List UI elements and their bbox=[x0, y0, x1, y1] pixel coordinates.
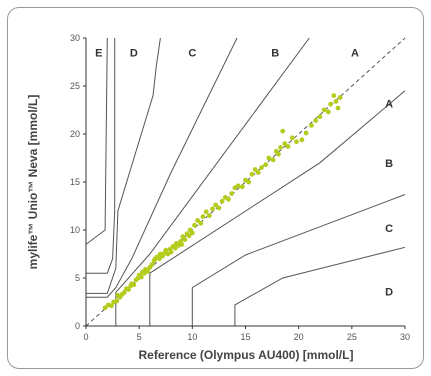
zone-label-e: E bbox=[95, 47, 102, 59]
zone-label-d: D bbox=[385, 286, 393, 298]
data-point bbox=[321, 107, 327, 113]
zone-boundary-3 bbox=[86, 37, 238, 298]
data-point bbox=[189, 230, 195, 236]
data-point bbox=[270, 157, 276, 163]
data-point bbox=[252, 167, 258, 172]
data-points bbox=[102, 93, 343, 311]
y-tick-label: 5 bbox=[75, 273, 80, 283]
axes: 0 5 10 15 20 25 30 0 5 10 15 20 25 30 bbox=[70, 33, 410, 342]
data-point bbox=[200, 214, 206, 220]
x-tick-label: 30 bbox=[400, 332, 410, 342]
data-point bbox=[206, 213, 212, 219]
data-point bbox=[219, 198, 225, 204]
data-point bbox=[102, 305, 108, 311]
data-point bbox=[210, 206, 215, 212]
zone-boundary-4 bbox=[115, 37, 310, 326]
zone-boundary-6 bbox=[191, 194, 406, 326]
data-point bbox=[285, 144, 291, 149]
y-tick-label: 20 bbox=[70, 129, 80, 139]
data-point bbox=[317, 114, 323, 120]
x-axis-label: Reference (Olympus AU400) [mmol/L] bbox=[139, 348, 354, 362]
data-point bbox=[213, 202, 219, 208]
zone-label-d: D bbox=[130, 47, 138, 59]
zone-boundary-5 bbox=[149, 90, 406, 326]
y-tick-label: 0 bbox=[75, 321, 80, 331]
data-point bbox=[249, 171, 255, 177]
chart-frame bbox=[7, 7, 424, 369]
x-tick-label: 5 bbox=[137, 332, 142, 342]
data-point bbox=[179, 242, 185, 247]
y-tick-label: 25 bbox=[70, 81, 80, 91]
x-tick-label: 25 bbox=[347, 332, 357, 342]
zone-label-a: A bbox=[351, 47, 359, 59]
x-tick-label: 10 bbox=[187, 332, 197, 342]
data-point bbox=[259, 165, 264, 171]
data-point bbox=[246, 179, 252, 185]
data-point bbox=[186, 233, 192, 239]
data-point bbox=[289, 135, 295, 141]
data-point bbox=[145, 268, 151, 274]
y-axis-label: mylife™ Unio™ Neva [mmol/L] bbox=[26, 95, 40, 270]
data-point bbox=[280, 128, 286, 134]
data-point bbox=[121, 290, 127, 295]
zone-labels: E D C B A A B C D bbox=[95, 47, 393, 298]
data-point bbox=[109, 303, 114, 309]
data-point bbox=[337, 95, 343, 100]
x-tick-label: 0 bbox=[83, 332, 88, 342]
data-point bbox=[157, 256, 162, 262]
data-point bbox=[255, 170, 261, 175]
data-point bbox=[235, 183, 241, 189]
data-point bbox=[216, 205, 222, 211]
data-point bbox=[326, 109, 331, 115]
data-point bbox=[138, 274, 144, 280]
zone-label-b: B bbox=[385, 158, 393, 170]
zone-boundaries bbox=[85, 37, 406, 326]
data-point bbox=[333, 99, 339, 104]
zone-boundary-1 bbox=[86, 38, 116, 274]
data-point bbox=[229, 191, 235, 196]
zone-boundary-7 bbox=[234, 246, 406, 326]
y-tick-label: 10 bbox=[70, 225, 80, 235]
data-point bbox=[195, 218, 201, 223]
data-point bbox=[303, 130, 309, 136]
zone-boundary-0 bbox=[85, 37, 108, 245]
data-point bbox=[198, 220, 204, 226]
data-point bbox=[282, 141, 288, 147]
data-point bbox=[226, 196, 231, 202]
data-point bbox=[239, 184, 245, 190]
data-point bbox=[294, 139, 299, 145]
x-tick-label: 15 bbox=[240, 332, 250, 342]
y-tick-label: 30 bbox=[70, 33, 80, 43]
data-point bbox=[182, 237, 188, 243]
data-point bbox=[335, 105, 341, 111]
data-point bbox=[203, 209, 209, 215]
data-point bbox=[328, 101, 333, 107]
data-point bbox=[168, 249, 174, 255]
data-point bbox=[149, 262, 155, 267]
data-point bbox=[331, 93, 337, 98]
data-point bbox=[299, 137, 305, 143]
zone-label-a: A bbox=[385, 98, 393, 110]
y-tick-label: 15 bbox=[70, 177, 80, 187]
data-point bbox=[309, 123, 314, 128]
data-point bbox=[172, 245, 178, 251]
x-tick-label: 20 bbox=[294, 332, 304, 342]
data-point bbox=[126, 287, 131, 292]
zone-label-c: C bbox=[188, 47, 196, 59]
data-point bbox=[192, 222, 197, 228]
data-point bbox=[313, 118, 319, 123]
zone-label-c: C bbox=[385, 223, 393, 235]
data-point bbox=[131, 282, 137, 288]
data-point bbox=[163, 247, 169, 253]
data-point bbox=[278, 145, 283, 150]
data-point bbox=[263, 162, 269, 168]
data-point bbox=[266, 155, 272, 161]
zone-boundary-2 bbox=[86, 37, 161, 294]
zone-label-b: B bbox=[271, 47, 279, 59]
data-point bbox=[276, 151, 281, 157]
data-point bbox=[114, 298, 120, 304]
